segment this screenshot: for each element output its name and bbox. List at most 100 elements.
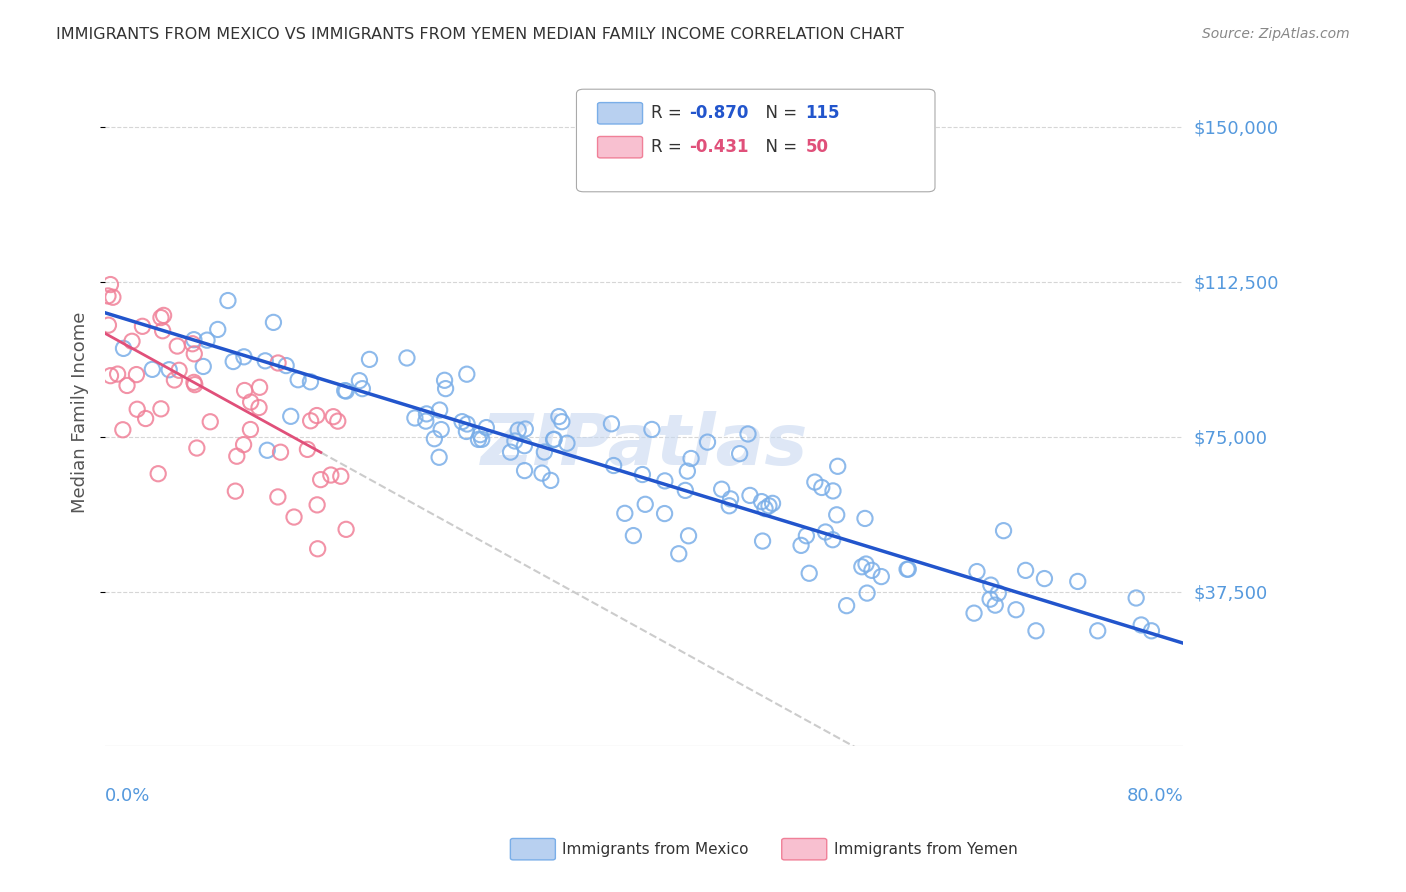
Point [249,380,271,394]
Point [335,522,357,536]
Point [963,606,986,620]
Point [696,435,718,450]
Point [551,415,574,429]
Point [751,534,773,549]
Point [239,395,262,409]
Point [827,459,849,474]
Point [1025,624,1047,638]
Point [135,411,157,425]
Point [262,315,284,329]
Point [222,354,245,368]
Point [111,423,134,437]
Point [1130,618,1153,632]
Point [217,293,239,308]
Point [470,427,492,442]
Point [513,464,536,478]
Point [352,382,374,396]
Point [283,510,305,524]
Point [287,373,309,387]
Point [333,384,356,398]
Point [531,466,554,480]
Point [799,566,821,581]
Point [825,508,848,522]
Point [641,422,664,436]
Point [430,423,453,437]
Point [200,415,222,429]
Point [423,432,446,446]
Point [602,458,624,473]
Point [97,318,120,333]
Point [232,437,254,451]
Point [149,401,172,416]
Point [515,422,537,436]
Point [543,433,565,447]
Point [870,569,893,583]
Point [305,409,328,423]
Point [540,474,562,488]
Point [678,529,700,543]
Text: ZIPatlas: ZIPatlas [481,411,808,480]
Point [127,402,149,417]
Point [821,533,844,547]
Point [254,354,277,368]
Point [814,524,837,539]
Point [195,333,218,347]
Point [654,474,676,488]
Point [860,563,883,577]
Text: Source: ZipAtlas.com: Source: ZipAtlas.com [1202,27,1350,41]
Point [319,468,342,483]
Point [758,499,780,513]
Point [184,377,207,392]
Point [335,384,357,398]
Point [456,367,478,381]
Point [761,496,783,510]
Point [503,434,526,448]
Point [107,367,129,381]
Point [233,384,256,398]
Point [239,423,262,437]
Point [404,411,426,425]
Point [157,362,180,376]
Point [427,450,450,465]
Point [979,592,1001,607]
Text: R =: R = [651,138,688,156]
Point [856,586,879,600]
Point [631,467,654,482]
Point [751,494,773,508]
Point [1005,603,1028,617]
Point [186,441,208,455]
Point [166,339,188,353]
Point [149,310,172,325]
Point [1140,624,1163,638]
Text: R =: R = [651,104,688,122]
Text: N =: N = [755,138,803,156]
Point [533,445,555,459]
Point [980,578,1002,592]
Point [280,409,302,424]
Point [897,562,920,576]
Point [835,599,858,613]
Point [821,483,844,498]
Point [326,414,349,428]
Point [718,499,741,513]
Point [754,501,776,516]
Point [681,451,703,466]
Point [309,473,332,487]
Point [737,427,759,442]
Point [141,362,163,376]
Point [359,352,381,367]
Point [322,409,344,424]
Point [433,373,456,387]
Point [600,417,623,431]
Point [97,289,120,303]
Point [224,484,246,499]
Point [513,439,536,453]
Point [267,356,290,370]
Point [508,423,530,437]
Point [804,475,827,489]
Point [1067,574,1090,589]
Text: 80.0%: 80.0% [1126,787,1184,805]
Point [710,482,733,496]
Point [395,351,418,365]
Point [183,333,205,347]
